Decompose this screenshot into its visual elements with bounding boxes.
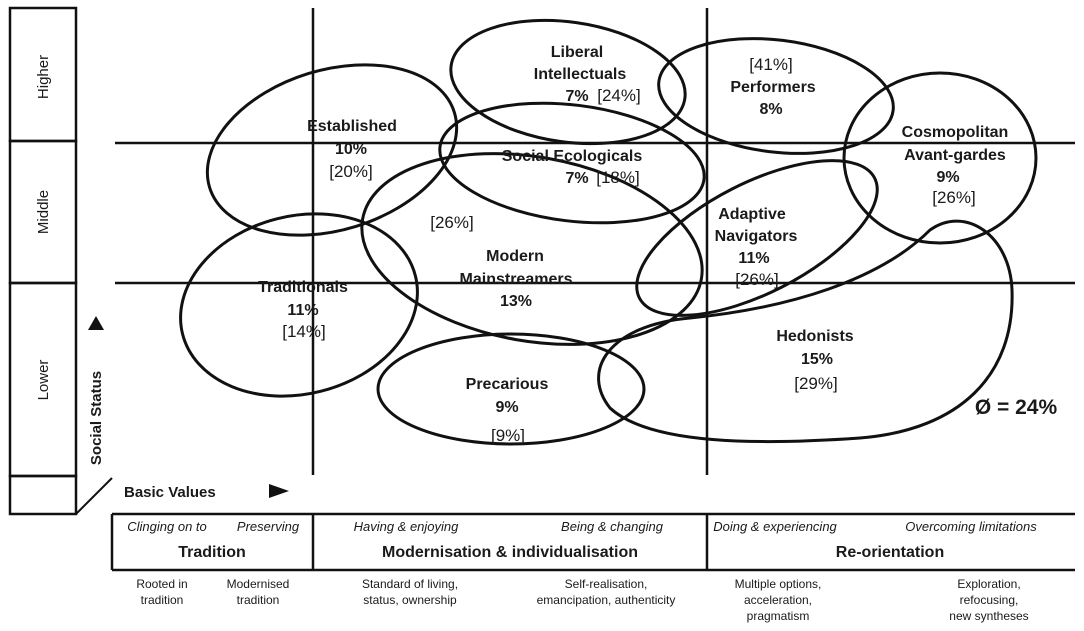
milieu-modern-mainstreamers: [26%] Modern Mainstreamers 13% <box>430 213 572 310</box>
value-note: tradition <box>141 593 184 607</box>
value-table <box>110 512 1075 572</box>
milieu-ellipses <box>179 18 1038 446</box>
milieu-share: 11% <box>287 302 318 319</box>
ellipse-hedonists <box>597 219 1014 444</box>
milieu-bracket: [26%] <box>735 270 778 289</box>
value-note: pragmatism <box>747 609 810 623</box>
milieu-name: Adaptive <box>718 206 786 223</box>
milieu-name: Navigators <box>715 228 798 245</box>
milieu-share: 15% <box>801 351 833 368</box>
value-title: Re-orientation <box>836 544 944 561</box>
status-level-middle: Middle <box>35 190 52 234</box>
milieu-established: Established 10% [20%] <box>307 118 397 181</box>
ellipse-established <box>205 63 459 237</box>
y-axis-label: Social Status <box>88 371 105 465</box>
milieu-adaptive-navigators: Adaptive Navigators 11% [26%] <box>715 206 798 289</box>
value-note: refocusing, <box>960 593 1019 607</box>
value-note: Self-realisation, <box>565 577 648 591</box>
value-sub-right: Overcoming limitations <box>905 519 1037 534</box>
value-sub-left: Clinging on to <box>127 519 207 534</box>
milieu-share: 8% <box>759 101 782 118</box>
milieu-share: 9% <box>495 399 518 416</box>
ellipse-liberal-intellectuals <box>449 18 687 146</box>
value-group-tradition: Clinging on to Preserving Tradition Root… <box>127 519 300 607</box>
milieu-name: Cosmopolitan <box>902 124 1009 141</box>
social-status-column <box>8 6 78 516</box>
value-sub-left: Doing & experiencing <box>713 519 837 534</box>
milieu-bracket: [29%] <box>794 374 837 393</box>
value-note: Standard of living, <box>362 577 458 591</box>
milieu-share: 11% <box>738 250 769 267</box>
value-note: Exploration, <box>957 577 1020 591</box>
value-group-re-orientation: Doing & experiencing Overcoming limitati… <box>713 519 1037 623</box>
milieu-share: 13% <box>500 293 532 310</box>
milieu-precarious: Precarious 9% [9%] <box>466 376 549 445</box>
milieu-bracket: [20%] <box>329 162 372 181</box>
value-group-modernisation: Having & enjoying Being & changing Moder… <box>354 519 676 607</box>
milieu-traditionals: Traditionals 11% [14%] <box>258 279 348 341</box>
value-note: tradition <box>237 593 280 607</box>
ellipse-social-ecologicals <box>438 101 706 225</box>
value-note: Multiple options, <box>735 577 822 591</box>
value-note: Rooted in <box>136 577 187 591</box>
value-note: emancipation, authenticity <box>537 593 676 607</box>
value-note: acceleration, <box>744 593 812 607</box>
ellipse-adaptive-navigators <box>635 159 879 317</box>
ellipse-cosmopolitan-avant-gardes <box>842 71 1038 245</box>
average-label: Ø = 24% <box>975 396 1058 419</box>
value-sub-left: Having & enjoying <box>354 519 460 534</box>
x-axis-arrow <box>269 484 289 498</box>
ellipse-traditionals <box>179 212 419 398</box>
value-note: status, ownership <box>363 593 457 607</box>
value-title: Tradition <box>178 544 246 561</box>
value-sub-right: Being & changing <box>561 519 664 534</box>
milieu-share: 10% <box>335 141 367 158</box>
milieu-bracket: [9%] <box>491 426 525 445</box>
value-sub-right: Preserving <box>237 519 300 534</box>
milieu-bracket: [41%] <box>749 55 792 74</box>
milieu-share: 7% <box>565 88 588 105</box>
value-note: new syntheses <box>949 609 1028 623</box>
milieu-name: Modern <box>486 248 544 265</box>
milieu-name: Liberal <box>551 44 603 61</box>
milieu-name: Hedonists <box>776 328 853 345</box>
milieu-name: Mainstreamers <box>460 271 573 288</box>
milieu-name: Avant-gardes <box>904 147 1006 164</box>
status-level-lower: Lower <box>35 360 52 401</box>
milieu-bracket: [18%] <box>596 168 639 187</box>
milieu-bracket: [26%] <box>430 213 473 232</box>
milieu-bracket: [26%] <box>932 188 975 207</box>
milieu-bracket: [14%] <box>282 322 325 341</box>
y-axis-arrow <box>88 316 104 330</box>
milieu-liberal-intellectuals: Liberal Intellectuals 7% [24%] <box>534 44 641 105</box>
milieu-bracket: [24%] <box>597 86 640 105</box>
x-axis-label: Basic Values <box>124 484 216 501</box>
milieu-name: Established <box>307 118 397 135</box>
milieu-name: Performers <box>730 79 815 96</box>
value-title: Modernisation & individualisation <box>382 544 638 561</box>
milieu-social-ecologicals: Social Ecologicals 7% [18%] <box>502 148 643 187</box>
ellipse-modern-mainstreamers <box>360 152 704 346</box>
milieu-name: Social Ecologicals <box>502 148 643 165</box>
milieu-share: 7% <box>565 170 588 187</box>
milieu-hedonists: Hedonists 15% [29%] <box>776 328 853 393</box>
status-level-higher: Higher <box>35 55 52 99</box>
milieu-share: 9% <box>936 169 959 186</box>
ellipse-performers <box>657 37 895 155</box>
value-note: Modernised <box>227 577 290 591</box>
axis-diagonal <box>75 477 113 515</box>
milieu-name: Intellectuals <box>534 66 627 83</box>
ellipse-precarious <box>376 332 646 446</box>
milieu-name: Traditionals <box>258 279 348 296</box>
milieu-cosmopolitan-avant-gardes: Cosmopolitan Avant-gardes 9% [26%] <box>902 124 1009 207</box>
milieu-name: Precarious <box>466 376 549 393</box>
milieu-performers: [41%] Performers 8% <box>730 55 815 118</box>
